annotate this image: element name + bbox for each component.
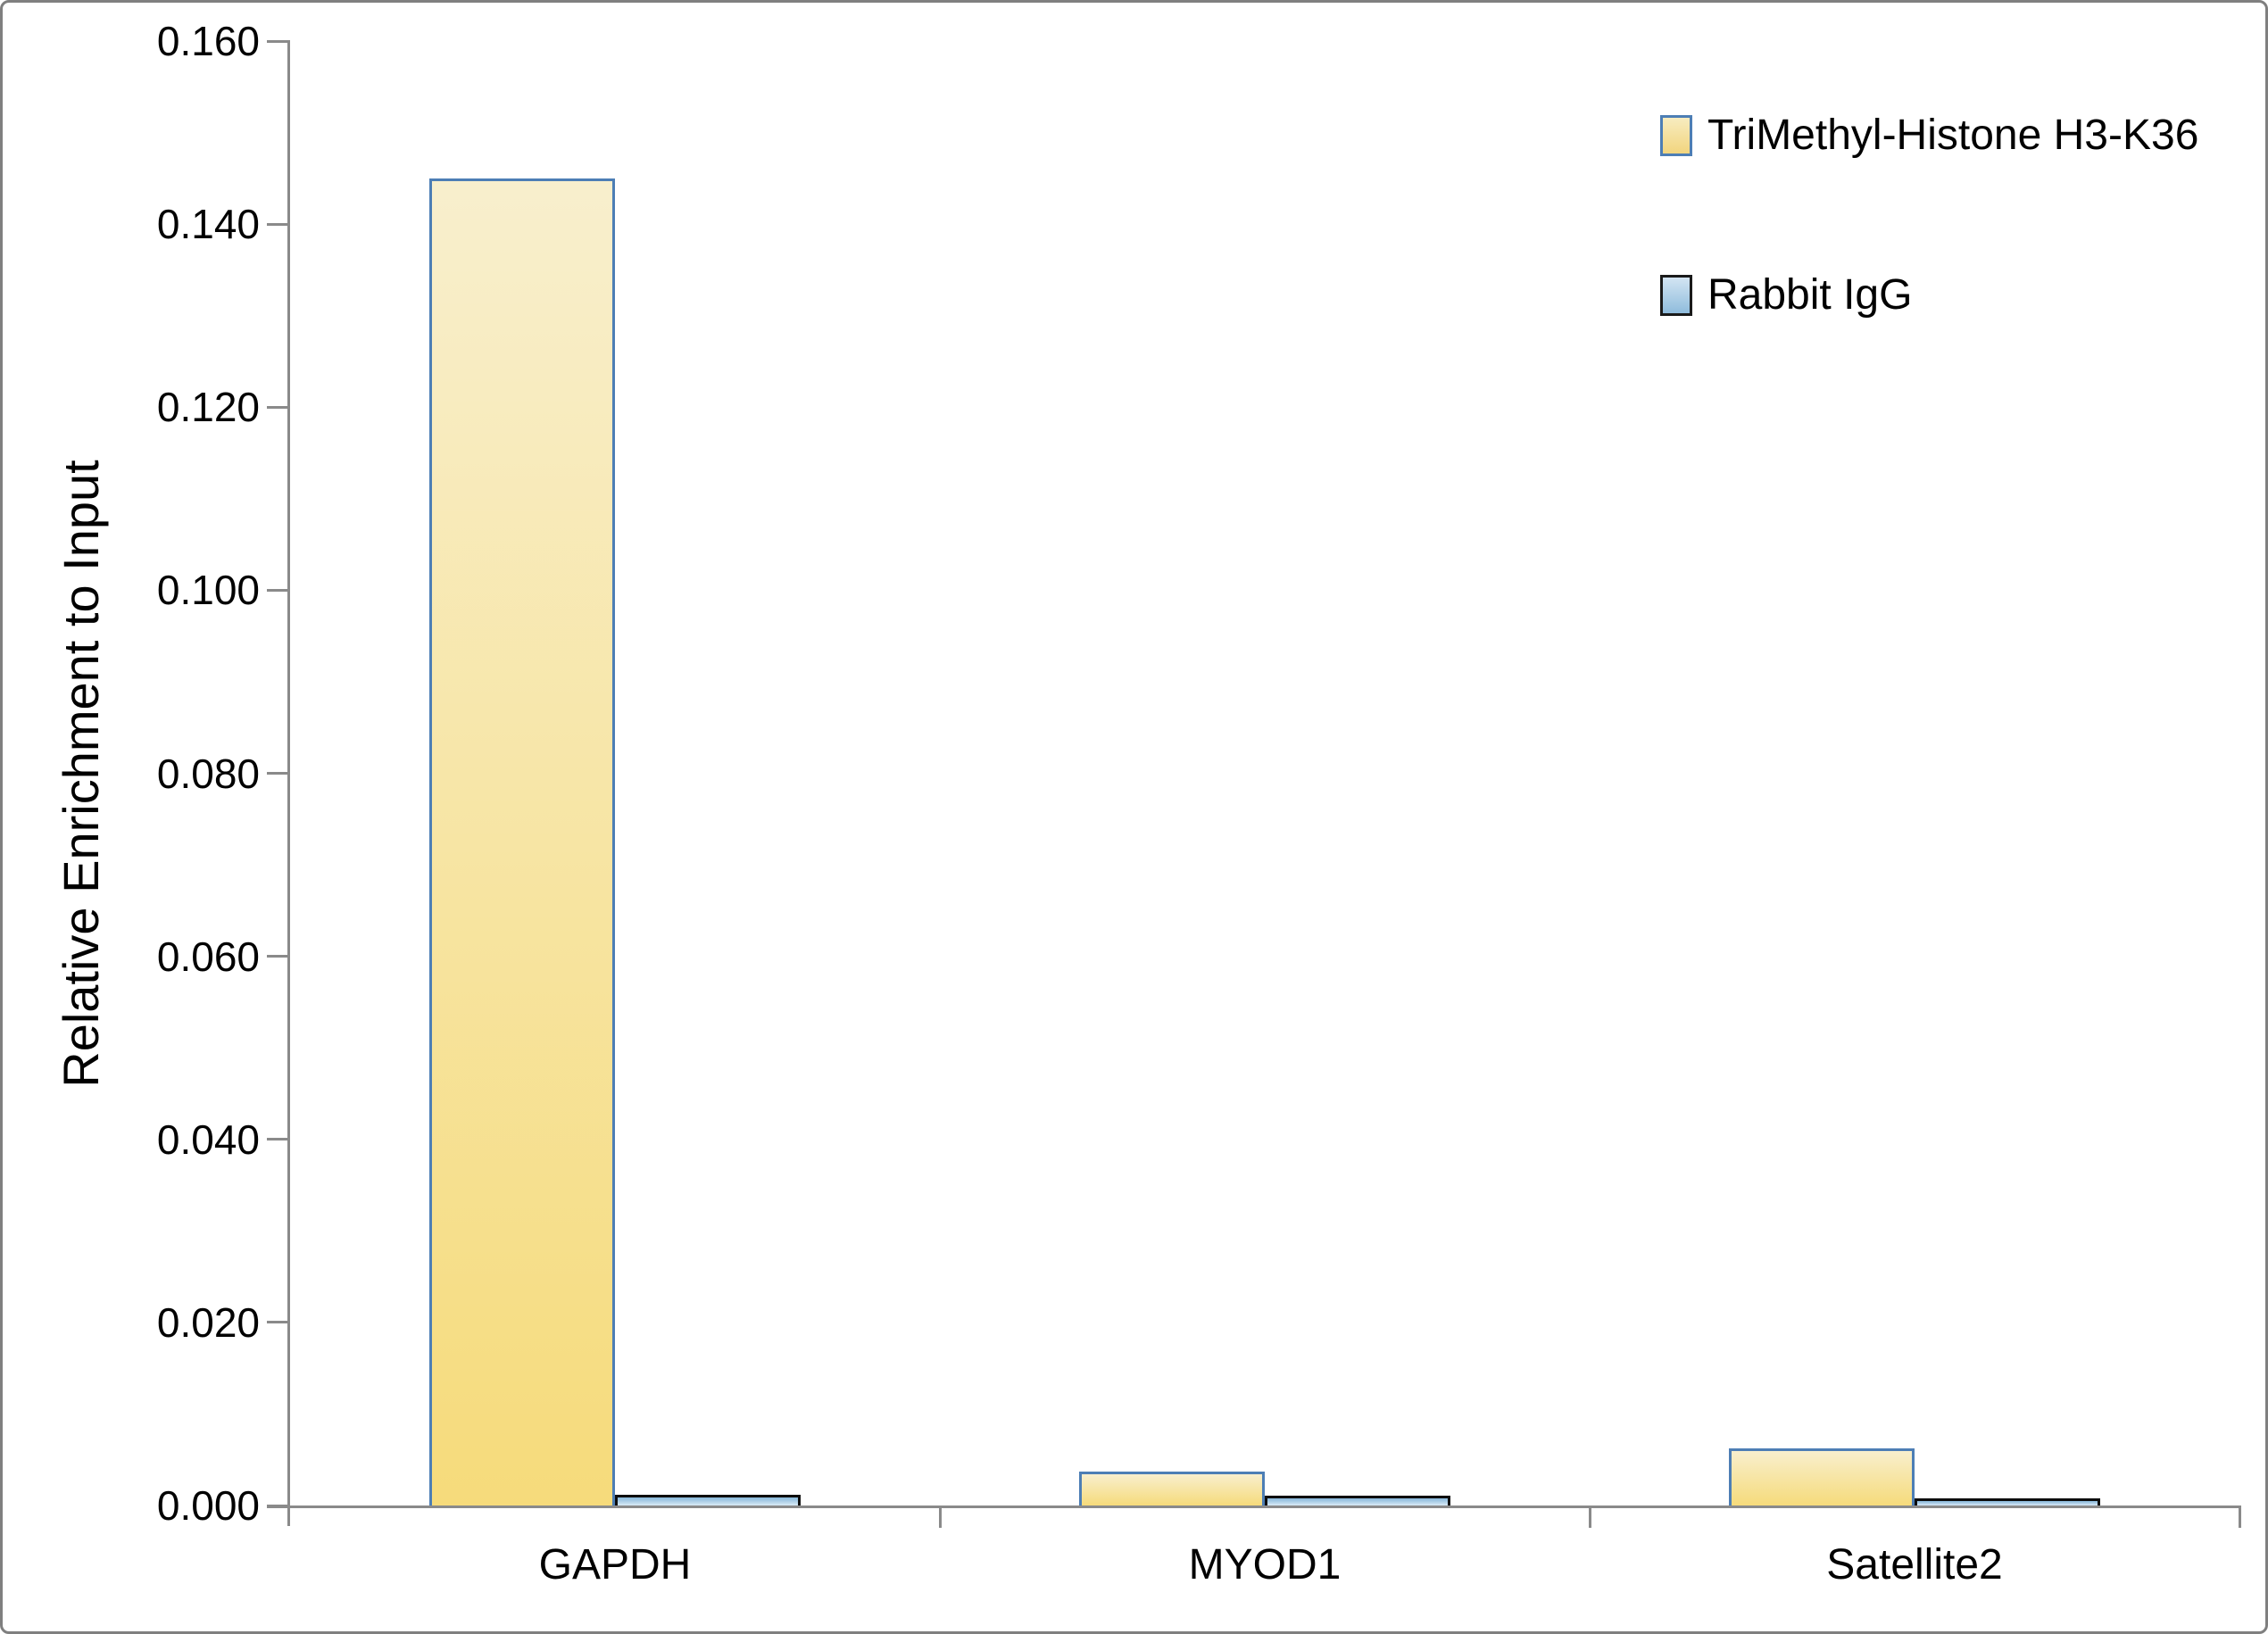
legend-swatch-rabbit-igg	[1660, 275, 1692, 316]
y-axis-tick	[267, 588, 290, 592]
y-tick-label: 0.140	[156, 201, 260, 248]
x-axis-tick	[1588, 1505, 1591, 1528]
y-axis-tick	[267, 1138, 290, 1141]
legend-label-rabbit-igg: Rabbit IgG	[1707, 271, 1913, 319]
x-category-label: Satellite2	[1826, 1541, 2003, 1588]
y-tick-label: 0.100	[156, 567, 260, 614]
y-tick-label: 0.160	[156, 18, 260, 64]
legend-swatch-trimethyl	[1660, 115, 1692, 156]
bar-satellite2-igg	[1915, 1498, 2100, 1505]
x-axis-tick	[938, 1505, 942, 1528]
x-category-label: MYOD1	[1188, 1541, 1342, 1588]
bar-gapdh-igg	[615, 1495, 801, 1505]
y-axis-line	[287, 41, 290, 1526]
y-axis-tick	[267, 772, 290, 775]
plot-area	[290, 41, 2239, 1505]
y-tick-label: 0.000	[156, 1482, 260, 1529]
bar-satellite2-trimethyl	[1729, 1448, 1915, 1505]
y-axis-tick	[267, 405, 290, 409]
x-axis-line	[267, 1505, 2239, 1508]
y-tick-label: 0.080	[156, 750, 260, 797]
y-axis-tick	[267, 1321, 290, 1324]
y-tick-label: 0.040	[156, 1116, 260, 1163]
bar-gapdh-trimethyl	[429, 178, 615, 1505]
y-tick-label: 0.060	[156, 933, 260, 980]
legend-label-trimethyl: TriMethyl-Histone H3-K36	[1707, 112, 2199, 159]
x-axis-tick	[2238, 1505, 2241, 1528]
y-tick-label: 0.020	[156, 1298, 260, 1346]
y-axis-tick	[267, 955, 290, 958]
x-category-label: GAPDH	[538, 1541, 692, 1588]
y-axis-tick	[267, 1504, 290, 1507]
bar-myod1-igg	[1265, 1496, 1450, 1505]
y-axis-tick	[267, 39, 290, 43]
bar-myod1-trimethyl	[1079, 1472, 1265, 1505]
y-axis-tick	[267, 222, 290, 226]
y-tick-label: 0.120	[156, 384, 260, 431]
